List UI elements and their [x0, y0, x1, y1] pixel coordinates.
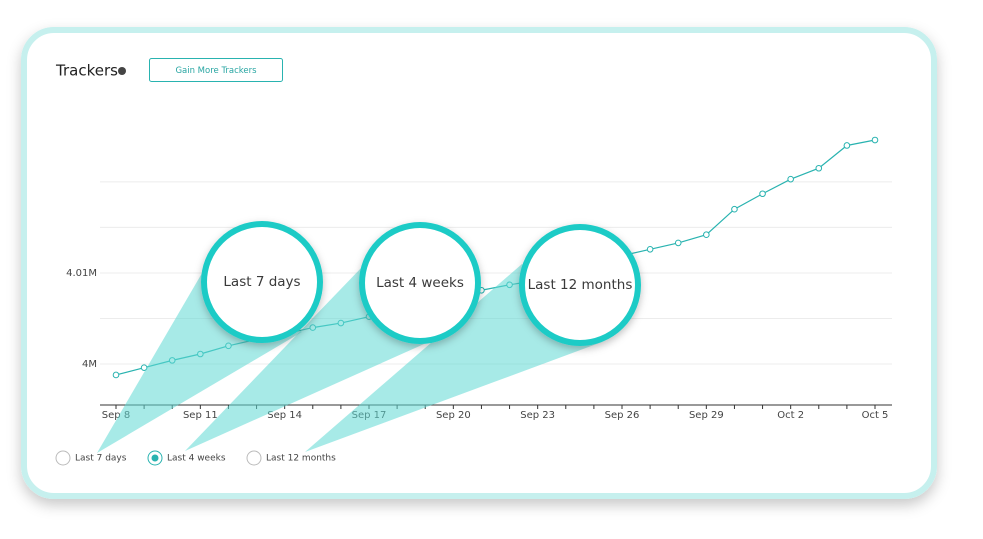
point — [871, 136, 879, 144]
radio-label[interactable]: Last 7 days — [75, 454, 127, 464]
radio-label[interactable]: Last 4 weeks — [167, 454, 226, 464]
callout-text: Last 7 days — [223, 274, 300, 290]
button-label[interactable]: Gain More Trackers — [175, 66, 257, 76]
x-tick-label: Sep 26 — [605, 410, 640, 421]
point — [843, 142, 851, 149]
point — [731, 205, 738, 213]
point — [112, 371, 120, 379]
callout-bubble — [519, 224, 641, 346]
x-tick-label: Sep 20 — [436, 410, 471, 421]
point — [674, 239, 682, 247]
point — [646, 245, 654, 253]
callout-text: Last 12 months — [528, 277, 633, 293]
info-icon[interactable] — [118, 67, 126, 75]
x-tick-label: Sep 29 — [689, 410, 724, 421]
callout-bubble — [359, 222, 481, 344]
callout-bubble — [201, 221, 323, 343]
button[interactable] — [149, 58, 283, 82]
x-tick-label: Oct 2 — [777, 410, 804, 421]
point — [787, 175, 794, 183]
radio[interactable] — [55, 450, 71, 466]
title: Trackers — [55, 62, 118, 80]
y-tick-label: 4M — [82, 359, 97, 370]
radio[interactable] — [246, 450, 262, 466]
radio-label[interactable]: Last 12 months — [266, 454, 336, 464]
x-tick-label: Sep 23 — [520, 410, 555, 421]
radio-dot — [151, 454, 159, 462]
callout-text: Last 4 weeks — [376, 275, 464, 291]
card — [21, 27, 937, 499]
y-tick-label: 4.01M — [66, 268, 97, 279]
point — [703, 231, 710, 239]
point — [815, 164, 823, 172]
x-tick-label: Oct 5 — [862, 410, 889, 421]
point — [759, 190, 766, 198]
x-tick-label: Sep 14 — [267, 410, 302, 421]
x-tick-label: Sep 8 — [102, 410, 130, 421]
x-tick-label: Sep 11 — [183, 410, 218, 421]
